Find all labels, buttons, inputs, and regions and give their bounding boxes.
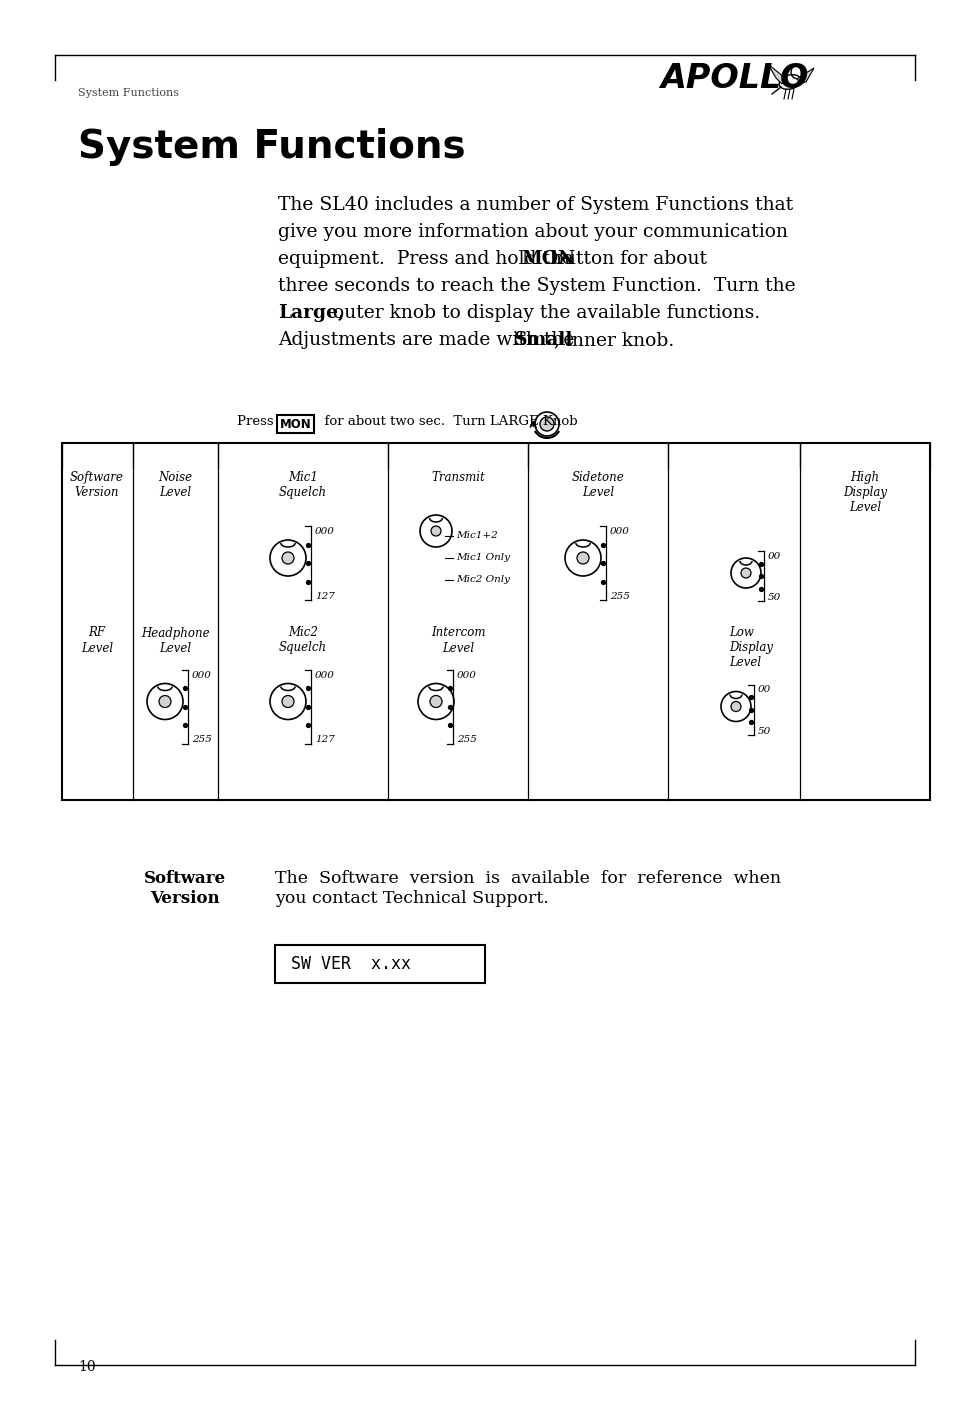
Text: System Functions: System Functions <box>78 88 179 98</box>
Text: RF
Level: RF Level <box>80 626 113 655</box>
Circle shape <box>282 696 294 707</box>
Text: 50: 50 <box>757 727 770 736</box>
Polygon shape <box>767 64 784 84</box>
Text: MON: MON <box>279 417 311 430</box>
Circle shape <box>577 552 588 564</box>
Circle shape <box>740 568 750 578</box>
Text: 255: 255 <box>610 592 629 601</box>
Circle shape <box>159 696 171 707</box>
Text: APOLLO: APOLLO <box>659 62 807 95</box>
Text: 000: 000 <box>315 670 334 680</box>
Text: 255: 255 <box>192 736 211 744</box>
Text: 000: 000 <box>315 527 334 535</box>
Circle shape <box>731 701 740 711</box>
Circle shape <box>282 552 294 564</box>
Text: Mic1
Squelch: Mic1 Squelch <box>279 471 327 498</box>
Bar <box>275 944 484 983</box>
Text: 255: 255 <box>456 736 477 744</box>
Text: give you more information about your communication: give you more information about your com… <box>278 223 787 241</box>
Circle shape <box>540 417 553 432</box>
Text: 00: 00 <box>767 552 780 561</box>
Text: three seconds to reach the System Function.  Turn the: three seconds to reach the System Functi… <box>278 277 795 295</box>
Circle shape <box>430 525 441 535</box>
Text: MON: MON <box>520 250 575 268</box>
Text: 50: 50 <box>767 594 780 602</box>
Text: , inner knob.: , inner knob. <box>554 331 674 349</box>
Text: Software
Version: Software Version <box>143 870 226 906</box>
Text: for about two sec.  Turn LARGE Knob: for about two sec. Turn LARGE Knob <box>316 415 577 427</box>
Text: button for about: button for about <box>546 250 706 268</box>
Text: 00: 00 <box>757 686 770 694</box>
FancyBboxPatch shape <box>277 415 314 433</box>
Text: The  Software  version  is  available  for  reference  when
you contact Technica: The Software version is available for re… <box>275 870 780 906</box>
Text: 127: 127 <box>315 736 334 744</box>
Text: System Functions: System Functions <box>78 128 465 166</box>
Text: 000: 000 <box>610 527 629 535</box>
Text: Press: Press <box>236 415 277 427</box>
Text: Mic1 Only: Mic1 Only <box>455 554 510 562</box>
Text: Large,: Large, <box>278 304 344 322</box>
Text: Intercom
Level: Intercom Level <box>430 626 484 655</box>
Circle shape <box>429 696 442 707</box>
Text: Mic1+2: Mic1+2 <box>455 531 497 541</box>
Text: 10: 10 <box>78 1360 96 1375</box>
Text: 127: 127 <box>315 592 334 601</box>
Text: Mic2 Only: Mic2 Only <box>455 575 510 585</box>
Text: SW VER  x.xx: SW VER x.xx <box>291 956 411 973</box>
Polygon shape <box>797 68 813 84</box>
Text: 000: 000 <box>192 670 211 680</box>
Text: Transmit: Transmit <box>430 471 484 484</box>
Text: 000: 000 <box>456 670 477 680</box>
Text: Sidetone
Level: Sidetone Level <box>571 471 624 498</box>
Text: The SL40 includes a number of System Functions that: The SL40 includes a number of System Fun… <box>278 196 793 214</box>
Text: Noise
Level: Noise Level <box>158 471 192 498</box>
Text: Software
Version: Software Version <box>70 471 124 498</box>
Text: Low
Display
Level: Low Display Level <box>729 626 772 669</box>
Text: equipment.  Press and hold the: equipment. Press and hold the <box>278 250 578 268</box>
Bar <box>62 443 929 799</box>
Text: Adjustments are made with the: Adjustments are made with the <box>278 331 579 349</box>
Text: outer knob to display the available functions.: outer knob to display the available func… <box>327 304 760 322</box>
Text: Mic2
Squelch: Mic2 Squelch <box>279 626 327 655</box>
Text: Small: Small <box>513 331 573 349</box>
Text: High
Display
Level: High Display Level <box>842 471 886 514</box>
Text: Headphone
Level: Headphone Level <box>141 626 209 655</box>
